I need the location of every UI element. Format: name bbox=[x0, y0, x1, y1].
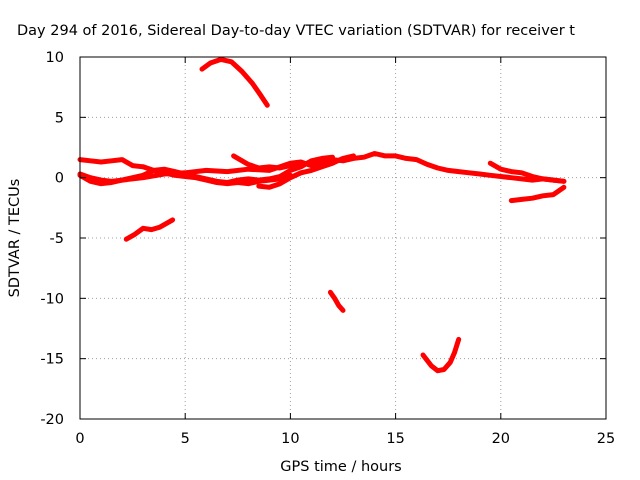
y-tick-label: 0 bbox=[55, 171, 64, 187]
y-tick-label: -15 bbox=[40, 352, 64, 368]
series-line-6 bbox=[487, 160, 567, 184]
plot-frame bbox=[79, 56, 607, 420]
x-tick-label: 25 bbox=[597, 431, 615, 447]
y-tick-label: 5 bbox=[55, 110, 64, 126]
series-line-7 bbox=[199, 56, 270, 108]
x-tick-label: 0 bbox=[75, 431, 84, 447]
y-tick-label: -5 bbox=[50, 231, 64, 247]
plot-series bbox=[77, 56, 567, 374]
series-line-8 bbox=[123, 217, 176, 242]
x-tick-label: 15 bbox=[386, 431, 404, 447]
y-tick-labels: 10 5 0 -5 -10 -15 -20 bbox=[40, 50, 64, 428]
x-tick-labels: 0 5 10 15 20 25 bbox=[75, 431, 615, 447]
x-tick-label: 5 bbox=[181, 431, 190, 447]
x-tick-label: 10 bbox=[281, 431, 299, 447]
x-axis-label: GPS time / hours bbox=[280, 459, 401, 475]
chart-title: Day 294 of 2016, Sidereal Day-to-day VTE… bbox=[17, 23, 575, 39]
y-tick-label: -20 bbox=[40, 412, 64, 428]
y-tick-label: -10 bbox=[40, 291, 64, 307]
series-line-5 bbox=[256, 153, 356, 190]
x-tick-label: 20 bbox=[492, 431, 510, 447]
y-tick-label: 10 bbox=[46, 50, 64, 66]
series-line-11 bbox=[508, 184, 567, 204]
series-line-10 bbox=[420, 336, 462, 374]
series-line-3 bbox=[140, 164, 293, 187]
y-axis-label: SDTVAR / TECUs bbox=[7, 179, 23, 298]
series-line-0 bbox=[77, 157, 146, 170]
series-line-4 bbox=[231, 153, 314, 171]
grid-lines bbox=[80, 57, 606, 419]
series-line-9 bbox=[327, 289, 346, 313]
axis-ticks bbox=[79, 56, 607, 420]
